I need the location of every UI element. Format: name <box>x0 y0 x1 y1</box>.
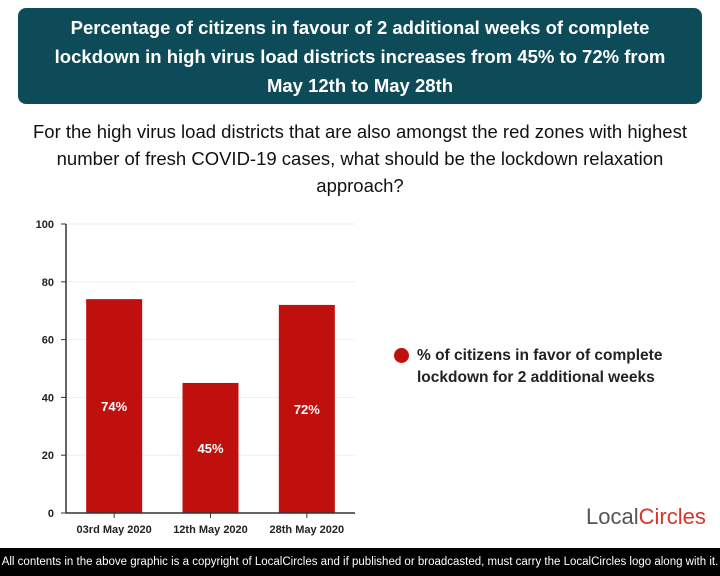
legend-marker <box>394 348 409 363</box>
bar <box>86 299 143 513</box>
y-tick-label: 80 <box>42 277 54 289</box>
y-tick-label: 0 <box>48 508 54 520</box>
data-label: 45% <box>197 441 223 456</box>
y-tick-label: 60 <box>42 335 54 347</box>
legend-label: % of citizens in favor of complete lockd… <box>417 347 663 386</box>
x-tick-label: 28th May 2020 <box>270 524 345 536</box>
x-tick-label: 03rd May 2020 <box>77 524 152 536</box>
y-tick-label: 100 <box>36 219 54 231</box>
bar-chart: 0 20 40 60 80 100 74% 03rd May 2020 45% 12th May … <box>36 219 355 536</box>
data-label: 72% <box>294 402 320 417</box>
survey-question: For the high virus load districts that a… <box>32 121 687 196</box>
localcircles-logo: LocalCircles <box>586 504 706 529</box>
copyright-footer: All contents in the above graphic is a c… <box>0 548 720 576</box>
header-title: Percentage of citizens in favour of 2 ad… <box>18 8 702 104</box>
x-tick-label: 12th May 2020 <box>173 524 248 536</box>
data-label: 74% <box>101 399 127 414</box>
bar <box>182 382 239 513</box>
bar <box>278 304 335 513</box>
y-tick-label: 20 <box>42 450 54 462</box>
legend: % of citizens in favor of complete lockd… <box>394 345 720 389</box>
y-tick-label: 40 <box>42 392 54 404</box>
